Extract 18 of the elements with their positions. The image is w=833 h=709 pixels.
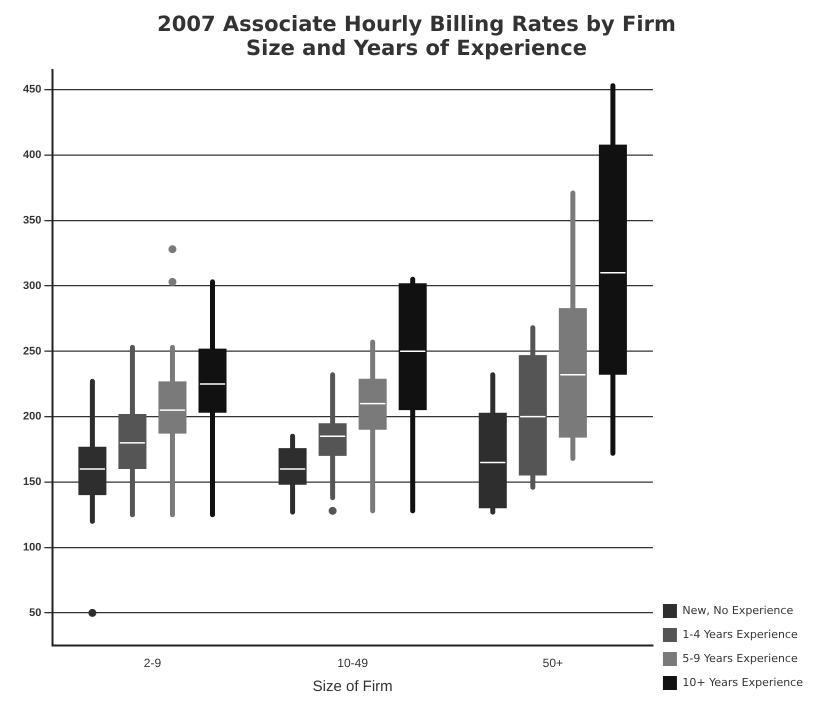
y-tick-label: 300 xyxy=(22,280,42,292)
x-axis-title: Size of Firm xyxy=(312,678,393,696)
legend-label: New, No Experience xyxy=(682,604,794,618)
y-tick-label: 200 xyxy=(22,410,42,423)
y-tick-label: 350 xyxy=(22,214,42,227)
y-tick-label: 250 xyxy=(22,346,42,358)
y-tick-label: 450 xyxy=(22,84,42,96)
legend-label: 1-4 Years Experience xyxy=(682,628,798,642)
legend-label: 5-9 Years Experience xyxy=(682,652,798,666)
y-tick-label: 400 xyxy=(22,149,42,162)
chart-title: 2007 Associate Hourly Billing Rates by Firm Size and Years of Experience xyxy=(156,12,677,60)
y-tick-label: 100 xyxy=(22,542,42,554)
x-tick-label: 50+ xyxy=(542,656,564,670)
y-tick-label: 50 xyxy=(29,607,42,620)
x-tick-label: 2-9 xyxy=(144,656,162,670)
legend-label: 10+ Years Experience xyxy=(682,676,804,690)
x-tick-label: 10-49 xyxy=(337,656,368,670)
y-tick-label: 150 xyxy=(22,476,42,488)
